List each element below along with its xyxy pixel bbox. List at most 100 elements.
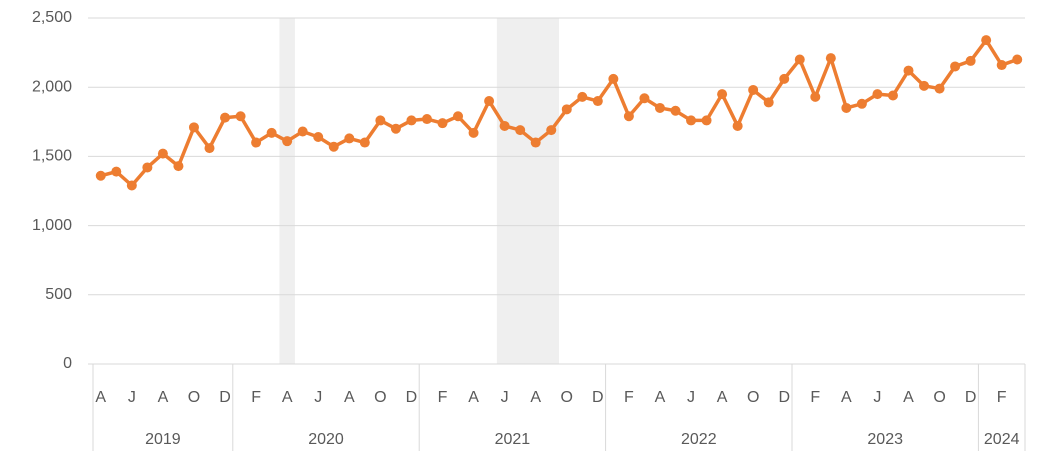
y-tick-label: 0 — [63, 355, 72, 372]
x-tick-label: A — [158, 389, 169, 406]
data-point — [841, 102, 852, 113]
x-tick-label: A — [530, 389, 541, 406]
group-label: 2023 — [867, 431, 903, 448]
x-tick-label: O — [747, 389, 759, 406]
y-tick-label: 500 — [45, 286, 72, 303]
data-point — [794, 54, 805, 65]
data-point — [1012, 54, 1023, 65]
data-point — [266, 127, 277, 138]
shaded-period — [496, 18, 559, 364]
x-tick-label: J — [501, 389, 509, 406]
data-point — [188, 122, 199, 133]
x-tick-label: A — [282, 389, 293, 406]
data-point — [763, 97, 774, 108]
x-tick-label: O — [933, 389, 945, 406]
data-point — [126, 180, 137, 191]
data-point — [437, 118, 448, 129]
data-point — [390, 123, 401, 134]
data-point — [235, 111, 246, 122]
data-point — [220, 112, 231, 123]
group-label: 2022 — [681, 431, 717, 448]
data-point — [453, 111, 464, 122]
data-point — [996, 60, 1007, 71]
data-point — [654, 102, 665, 113]
x-tick-label: A — [903, 389, 914, 406]
data-point — [204, 143, 215, 154]
data-point — [856, 98, 867, 109]
x-tick-label: D — [965, 389, 977, 406]
data-point — [359, 137, 370, 148]
data-point — [515, 125, 526, 136]
data-point — [670, 105, 681, 116]
x-tick-label: A — [655, 389, 666, 406]
data-point — [810, 91, 821, 102]
x-tick-label: J — [128, 389, 136, 406]
data-point — [779, 73, 790, 84]
y-tick-label: 2,500 — [32, 9, 72, 26]
x-tick-label: F — [438, 389, 448, 406]
data-point — [251, 137, 262, 148]
data-point — [468, 127, 479, 138]
x-tick-label: J — [873, 389, 881, 406]
x-tick-label: J — [314, 389, 322, 406]
x-tick-label: A — [717, 389, 728, 406]
data-point — [406, 115, 417, 126]
data-point — [484, 96, 495, 107]
data-point — [561, 104, 572, 115]
data-point — [313, 132, 324, 143]
data-point — [375, 115, 386, 126]
data-point — [282, 136, 293, 147]
y-tick-label: 1,500 — [32, 148, 72, 165]
data-point — [328, 141, 339, 152]
x-tick-label: O — [374, 389, 386, 406]
x-tick-label: F — [810, 389, 820, 406]
x-tick-label: F — [251, 389, 261, 406]
data-point — [344, 133, 355, 144]
group-label: 2024 — [984, 431, 1020, 448]
x-tick-label: F — [624, 389, 634, 406]
data-point — [748, 84, 759, 95]
data-point — [872, 89, 883, 100]
data-point — [142, 162, 153, 173]
data-point — [965, 55, 976, 66]
group-label: 2019 — [145, 431, 181, 448]
data-point — [934, 83, 945, 94]
data-point — [111, 166, 122, 177]
data-point — [950, 61, 961, 72]
data-point — [887, 90, 898, 101]
x-tick-label: F — [997, 389, 1007, 406]
x-tick-label: O — [188, 389, 200, 406]
data-point — [717, 89, 728, 100]
data-point — [297, 126, 308, 137]
x-tick-label: A — [468, 389, 479, 406]
x-tick-label: A — [344, 389, 355, 406]
data-point — [608, 73, 619, 84]
data-point — [639, 93, 650, 104]
data-point — [981, 35, 992, 46]
x-tick-label: D — [406, 389, 418, 406]
x-tick-label: A — [95, 389, 106, 406]
y-tick-label: 1,000 — [32, 217, 72, 234]
data-point — [499, 120, 510, 131]
data-point — [530, 137, 541, 148]
x-tick-label: D — [219, 389, 231, 406]
shaded-period — [279, 18, 295, 364]
data-point — [577, 91, 588, 102]
data-point — [173, 161, 184, 172]
data-point — [157, 148, 168, 159]
data-point — [623, 111, 634, 122]
data-point — [686, 115, 697, 126]
data-point — [95, 170, 106, 181]
group-label: 2021 — [495, 431, 531, 448]
data-point — [903, 65, 914, 76]
x-tick-label: D — [778, 389, 790, 406]
x-tick-label: J — [687, 389, 695, 406]
data-point — [825, 53, 836, 64]
x-tick-label: A — [841, 389, 852, 406]
x-tick-label: O — [561, 389, 573, 406]
data-point — [421, 114, 432, 125]
data-point — [732, 120, 743, 131]
data-point — [701, 115, 712, 126]
